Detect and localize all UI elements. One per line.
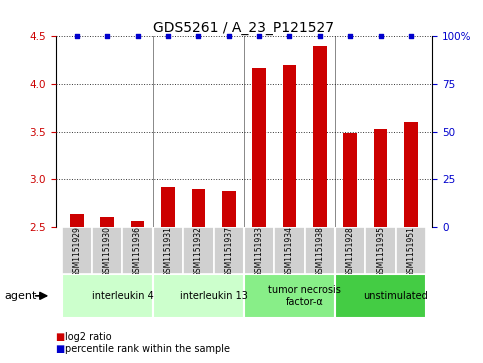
Bar bbox=[244, 227, 274, 274]
Bar bbox=[183, 227, 213, 274]
Bar bbox=[62, 227, 92, 274]
Text: ■: ■ bbox=[56, 332, 65, 342]
Bar bbox=[366, 227, 396, 274]
Point bbox=[103, 33, 111, 39]
Point bbox=[164, 33, 172, 39]
Bar bbox=[70, 215, 84, 227]
Bar bbox=[131, 221, 144, 227]
Text: GSM1151938: GSM1151938 bbox=[315, 226, 325, 277]
Text: interleukin 13: interleukin 13 bbox=[180, 291, 247, 301]
Bar bbox=[213, 227, 244, 274]
Point bbox=[377, 33, 384, 39]
Bar bbox=[343, 134, 357, 227]
Text: ■: ■ bbox=[56, 344, 65, 354]
Bar bbox=[191, 189, 205, 227]
Text: GSM1151932: GSM1151932 bbox=[194, 226, 203, 277]
Text: GSM1151928: GSM1151928 bbox=[346, 226, 355, 277]
Bar bbox=[374, 129, 387, 227]
Text: agent: agent bbox=[5, 291, 37, 301]
Point bbox=[225, 33, 233, 39]
Text: GSM1151933: GSM1151933 bbox=[255, 226, 264, 277]
Point bbox=[285, 33, 293, 39]
Bar bbox=[244, 274, 335, 318]
Bar bbox=[335, 274, 426, 318]
Bar bbox=[305, 227, 335, 274]
Bar bbox=[122, 227, 153, 274]
Bar bbox=[153, 274, 244, 318]
Bar bbox=[62, 274, 153, 318]
Bar bbox=[92, 227, 122, 274]
Text: GSM1151937: GSM1151937 bbox=[224, 226, 233, 277]
Bar bbox=[313, 46, 327, 227]
Bar bbox=[404, 122, 418, 227]
Point bbox=[134, 33, 142, 39]
Point bbox=[407, 33, 415, 39]
Bar bbox=[153, 227, 183, 274]
Text: GSM1151936: GSM1151936 bbox=[133, 226, 142, 277]
Text: percentile rank within the sample: percentile rank within the sample bbox=[65, 344, 230, 354]
Bar bbox=[100, 217, 114, 227]
Bar bbox=[274, 227, 305, 274]
Point bbox=[316, 33, 324, 39]
Point bbox=[73, 33, 81, 39]
Point bbox=[255, 33, 263, 39]
Title: GDS5261 / A_23_P121527: GDS5261 / A_23_P121527 bbox=[154, 21, 334, 35]
Text: unstimulated: unstimulated bbox=[363, 291, 428, 301]
Text: GSM1151929: GSM1151929 bbox=[72, 226, 81, 277]
Point bbox=[195, 33, 202, 39]
Text: GSM1151935: GSM1151935 bbox=[376, 226, 385, 277]
Text: log2 ratio: log2 ratio bbox=[65, 332, 112, 342]
Bar bbox=[161, 187, 175, 227]
Bar bbox=[283, 65, 297, 227]
Text: GSM1151951: GSM1151951 bbox=[407, 226, 415, 277]
Text: interleukin 4: interleukin 4 bbox=[91, 291, 153, 301]
Bar bbox=[252, 68, 266, 227]
Text: GSM1151934: GSM1151934 bbox=[285, 226, 294, 277]
Text: tumor necrosis
factor-α: tumor necrosis factor-α bbox=[268, 285, 341, 307]
Bar bbox=[335, 227, 366, 274]
Point bbox=[346, 33, 354, 39]
Bar bbox=[396, 227, 426, 274]
Bar bbox=[222, 191, 236, 227]
Text: GSM1151931: GSM1151931 bbox=[163, 226, 172, 277]
Text: GSM1151930: GSM1151930 bbox=[103, 226, 112, 277]
